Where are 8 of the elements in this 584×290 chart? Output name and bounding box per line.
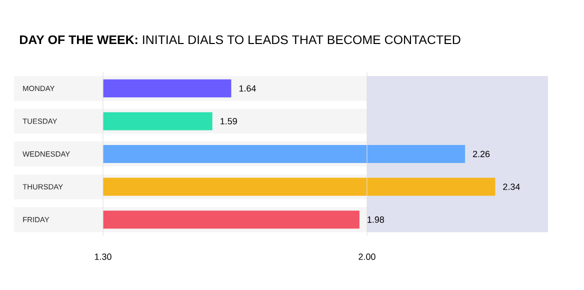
data-label: 1.59 xyxy=(220,118,237,124)
data-label: 2.26 xyxy=(473,150,490,158)
data-label: 1.64 xyxy=(239,85,256,92)
x-tick-label: 2.00 xyxy=(358,254,376,260)
data-label: 1.98 xyxy=(368,216,384,223)
data-label: 2.34 xyxy=(503,184,520,190)
x-tick-label: 1.30 xyxy=(94,254,112,260)
chart-title: DAY OF THE WEEK: INITIAL DIALS TO LEADS THAT BECOME CONTACTED xyxy=(20,35,460,44)
